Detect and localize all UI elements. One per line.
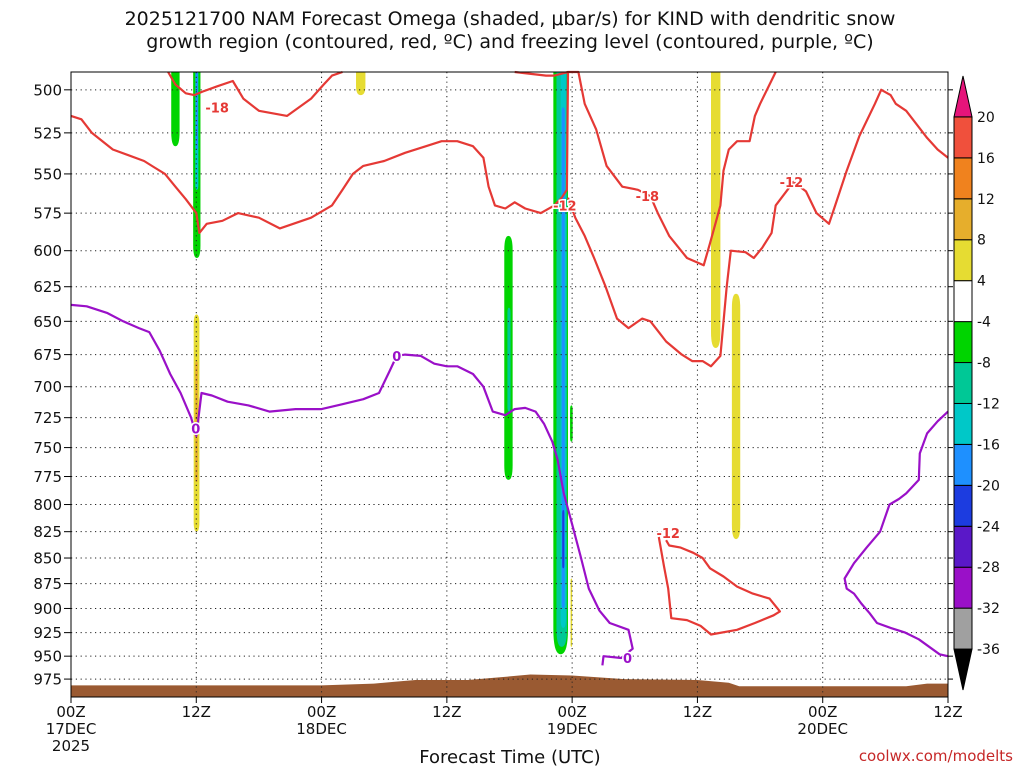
- x-tick-label-0-2: 17DEC: [46, 720, 97, 738]
- contour-label-4: -12: [656, 527, 680, 542]
- x-tick-label-48-1: 00Z: [557, 703, 586, 721]
- omega-shade-y5: [570, 578, 573, 647]
- contour-label-1: -12: [553, 199, 577, 214]
- colorbar-bin-1: [953, 607, 973, 650]
- colorbar-bin-11: [953, 198, 973, 241]
- x-tick-label-12-1: 12Z: [182, 703, 211, 721]
- colorbar-bin-4: [953, 484, 973, 527]
- colorbar-bin-5: [953, 443, 973, 486]
- contour-red-dgz-bot: [566, 88, 949, 368]
- x-tick-label-0-3: 2025: [52, 737, 90, 755]
- y-tick-label-875: 875: [33, 575, 62, 593]
- colorbar-bin-12: [953, 157, 973, 200]
- x-tick-label-0-1: 00Z: [56, 703, 85, 721]
- plot-frame: [70, 71, 949, 698]
- y-tick-label-975: 975: [33, 671, 62, 689]
- x-tick-label-60-1: 12Z: [683, 703, 712, 721]
- omega-shade-gt3: [507, 307, 511, 412]
- y-tick-label-650: 650: [33, 313, 62, 331]
- x-tick-label-24-2: 18DEC: [296, 720, 347, 738]
- colorbar-label-13: 20: [977, 110, 995, 126]
- omega-colorbar: -36 -32 -28 -24 -20 -16 -12 -8 -4 4 8 12 16 20: [953, 75, 1000, 691]
- colorbar-bin-9: [953, 280, 973, 323]
- contour-label-3: -12: [780, 176, 804, 191]
- chart-title-line2: growth region (contoured, red, ºC) and f…: [146, 31, 873, 53]
- colorbar-label-2: -28: [977, 560, 1000, 576]
- omega-shade-g1: [171, 72, 180, 147]
- x-tick-label-72-1: 00Z: [808, 703, 837, 721]
- colorbar-label-11: 12: [977, 192, 995, 208]
- y-tick-label-575: 575: [33, 205, 62, 223]
- y-tick-label-550: 550: [33, 165, 62, 183]
- colorbar-bin-14: [953, 75, 973, 118]
- y-tick-label-825: 825: [33, 523, 62, 541]
- colorbar-bin-10: [953, 239, 973, 282]
- colorbar-bin-8: [953, 321, 973, 364]
- terrain-layer: [71, 674, 948, 697]
- colorbar-label-0: -36: [977, 642, 1000, 658]
- y-tick-label-900: 900: [33, 600, 62, 618]
- contour-label-6: 0: [191, 423, 200, 438]
- y-tick-label-625: 625: [33, 278, 62, 296]
- x-tick-label-24-1: 00Z: [307, 703, 336, 721]
- colorbar-bin-7: [953, 362, 973, 404]
- y-tick-label-850: 850: [33, 550, 62, 568]
- y-tick-label-925: 925: [33, 624, 62, 642]
- x-tick-label-84-1: 12Z: [933, 703, 962, 721]
- colorbar-label-9: 4: [977, 274, 986, 290]
- colorbar-label-10: 8: [977, 233, 986, 249]
- colorbar-label-4: -20: [977, 478, 1000, 494]
- contour-purple-freezing: [70, 303, 634, 666]
- colorbar-label-1: -32: [977, 601, 1000, 617]
- colorbar-bin-13: [953, 116, 973, 159]
- y-tick-label-525: 525: [33, 124, 62, 142]
- contour-label-2: -18: [636, 190, 660, 205]
- colorbar-bin-0: [953, 648, 973, 691]
- contour-label-7: 0: [623, 652, 632, 667]
- y-tick-label-775: 775: [33, 468, 62, 486]
- contour-purple-right: [843, 410, 949, 658]
- colorbar-label-12: 16: [977, 151, 995, 167]
- contour-red-mid: [70, 71, 570, 234]
- contour-label-5: 0: [392, 350, 401, 365]
- omega-shade-y6: [711, 72, 721, 349]
- colorbar-bin-2: [953, 566, 973, 609]
- omega-shading-layer: [171, 72, 741, 655]
- colorbar-label-8: -4: [977, 315, 991, 331]
- y-tick-label-750: 750: [33, 439, 62, 457]
- gridlines: [71, 72, 948, 697]
- contour-label-0: -18: [205, 101, 229, 116]
- y-tick-label-700: 700: [33, 378, 62, 396]
- y-tick-label-800: 800: [33, 496, 62, 514]
- contour-red-upper: [167, 70, 343, 118]
- y-tick-label-600: 600: [33, 242, 62, 260]
- contour-layer: [70, 70, 949, 666]
- omega-shade-y7: [731, 293, 741, 540]
- colorbar-label-5: -16: [977, 437, 1000, 453]
- y-tick-label-725: 725: [33, 409, 62, 427]
- terrain-fill: [71, 674, 948, 697]
- x-tick-label-72-2: 20DEC: [797, 720, 848, 738]
- colorbar-label-6: -12: [977, 396, 1000, 412]
- chart-title-line1: 2025121700 NAM Forecast Omega (shaded, μ…: [125, 8, 896, 30]
- y-tick-label-950: 950: [33, 648, 62, 666]
- colorbar-bin-6: [953, 402, 973, 445]
- omega-shade-y2: [356, 72, 366, 96]
- colorbar-label-3: -24: [977, 519, 1000, 535]
- x-axis-label: Forecast Time (UTC): [419, 747, 600, 768]
- y-tick-label-500: 500: [33, 81, 62, 99]
- colorbar-label-7: -8: [977, 356, 991, 372]
- y-axis-ticks: 500 525 550 575 600 625 650 675 700 725 750 775 800 8…: [33, 81, 953, 689]
- omega-shade-db4: [562, 510, 565, 569]
- y-tick-label-675: 675: [33, 346, 62, 364]
- colorbar-bin-3: [953, 525, 973, 568]
- contour-red-lower: [657, 536, 782, 636]
- contour-label-layer: -18 -12 -18 -12 -12 0 0 0: [190, 100, 805, 669]
- x-tick-label-48-2: 19DEC: [547, 720, 598, 738]
- credit-text: coolwx.com/modelts: [859, 747, 1013, 765]
- x-tick-label-36-1: 12Z: [432, 703, 461, 721]
